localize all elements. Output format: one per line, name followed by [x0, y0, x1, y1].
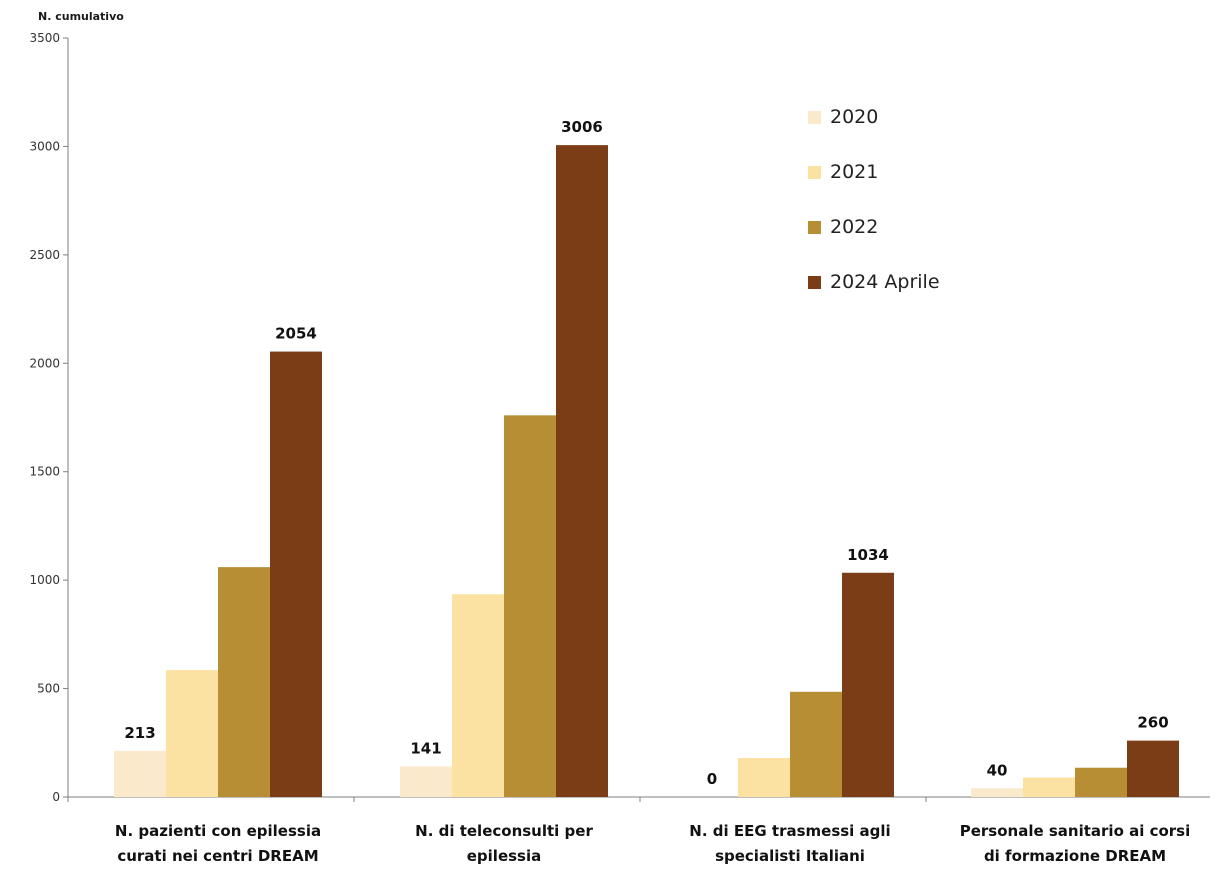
data-label: 2054 — [275, 325, 317, 343]
category-labels: N. pazienti con epilessia curati nei cent… — [115, 822, 1190, 865]
bar — [114, 750, 166, 797]
data-label: 1034 — [847, 546, 889, 564]
y-axis-title: N. cumulativo — [38, 10, 124, 23]
bar — [556, 145, 608, 797]
data-label: 260 — [1137, 714, 1168, 732]
y-tick-label: 1000 — [29, 573, 60, 587]
y-tick-label: 500 — [37, 682, 60, 696]
y-tick-label: 2000 — [29, 356, 60, 370]
category-label: epilessia — [467, 847, 542, 865]
y-tick-label: 0 — [52, 790, 60, 804]
legend-label: 2022 — [830, 216, 878, 238]
bar — [738, 757, 790, 797]
bar — [504, 415, 556, 797]
y-tick-label: 1500 — [29, 465, 60, 479]
legend-label: 2021 — [830, 161, 878, 183]
category-label: N. pazienti con epilessia — [115, 822, 321, 840]
bar — [452, 594, 504, 797]
bar — [1023, 777, 1075, 797]
data-label: 141 — [410, 739, 441, 757]
category-label: specialisti Italiani — [715, 847, 865, 865]
legend-swatch — [808, 276, 821, 289]
y-tick-label: 2500 — [29, 248, 60, 262]
data-label: 0 — [707, 770, 717, 788]
y-tick-label: 3000 — [29, 139, 60, 153]
bar — [1075, 767, 1127, 797]
category-label: N. di teleconsulti per — [415, 822, 593, 840]
data-label: 40 — [987, 761, 1008, 779]
bar — [971, 788, 1023, 797]
category-label: curati nei centri DREAM — [117, 847, 318, 865]
data-labels: 213 2054 141 3006 0 1034 40 260 — [124, 118, 1168, 788]
legend-label: 2020 — [830, 106, 878, 128]
bar — [1127, 740, 1179, 797]
data-label: 3006 — [561, 118, 603, 136]
bar — [790, 691, 842, 797]
bar — [270, 351, 322, 797]
bar — [842, 572, 894, 797]
bar — [218, 567, 270, 797]
data-label: 213 — [124, 724, 155, 742]
bars — [114, 145, 1179, 797]
legend-swatch — [808, 111, 821, 124]
bar — [166, 670, 218, 797]
legend-swatch — [808, 166, 821, 179]
category-label: di formazione DREAM — [984, 847, 1166, 865]
legend: 2020 2021 2022 2024 Aprile — [808, 106, 940, 293]
y-tick-label: 3500 — [29, 31, 60, 45]
legend-label: 2024 Aprile — [830, 271, 940, 293]
legend-swatch — [808, 221, 821, 234]
category-label: N. di EEG trasmessi agli — [689, 822, 890, 840]
category-label: Personale sanitario ai corsi — [960, 822, 1191, 840]
bar — [400, 766, 452, 797]
